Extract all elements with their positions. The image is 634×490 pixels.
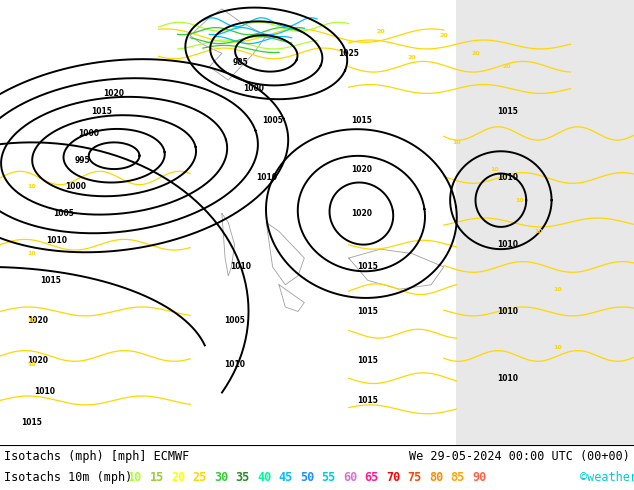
Text: 1010: 1010 — [496, 173, 518, 182]
Text: 70: 70 — [386, 471, 400, 485]
Text: 10: 10 — [490, 167, 499, 172]
Text: 35: 35 — [235, 471, 250, 485]
Text: 65: 65 — [365, 471, 378, 485]
Text: 1010: 1010 — [224, 360, 245, 369]
Text: 1020: 1020 — [103, 89, 125, 98]
Text: 20: 20 — [408, 55, 417, 60]
Text: 1000: 1000 — [65, 182, 87, 192]
Text: 50: 50 — [300, 471, 314, 485]
Text: 1020: 1020 — [27, 316, 49, 325]
Text: 1010: 1010 — [496, 240, 518, 249]
Text: 10: 10 — [27, 184, 36, 189]
Text: 10: 10 — [553, 287, 562, 292]
Text: 10: 10 — [515, 197, 524, 203]
Bar — [456, 0, 634, 445]
Text: 1010: 1010 — [34, 387, 55, 396]
Text: 1010: 1010 — [496, 374, 518, 383]
Text: 1015: 1015 — [358, 263, 378, 271]
Text: 1020: 1020 — [27, 356, 49, 365]
Text: 985: 985 — [233, 58, 249, 67]
Text: 1015: 1015 — [351, 116, 372, 124]
Text: 30: 30 — [214, 471, 228, 485]
Text: 10: 10 — [27, 362, 36, 368]
Text: 60: 60 — [343, 471, 357, 485]
Text: 10: 10 — [27, 251, 36, 256]
Text: 1020: 1020 — [351, 165, 372, 173]
Text: 1010: 1010 — [230, 263, 252, 271]
Text: 1005: 1005 — [262, 116, 283, 124]
Text: 1015: 1015 — [358, 356, 378, 365]
Text: 40: 40 — [257, 471, 271, 485]
Text: We 29-05-2024 00:00 UTC (00+00): We 29-05-2024 00:00 UTC (00+00) — [409, 450, 630, 464]
Text: 85: 85 — [451, 471, 465, 485]
Text: 1010: 1010 — [256, 173, 277, 182]
Text: 25: 25 — [193, 471, 207, 485]
Text: 75: 75 — [408, 471, 422, 485]
Text: 20: 20 — [376, 28, 385, 34]
Text: 90: 90 — [472, 471, 486, 485]
Text: 10: 10 — [128, 471, 142, 485]
Text: 995: 995 — [75, 156, 90, 165]
Text: 1015: 1015 — [91, 107, 112, 116]
Text: 1000: 1000 — [243, 84, 264, 94]
Text: 10: 10 — [534, 229, 543, 234]
Text: 1000: 1000 — [78, 129, 100, 138]
Text: 1025: 1025 — [339, 49, 359, 58]
Text: 45: 45 — [278, 471, 293, 485]
Text: 1005: 1005 — [53, 209, 74, 218]
Text: 1020: 1020 — [351, 209, 372, 218]
Text: 10: 10 — [452, 140, 461, 145]
Text: 1015: 1015 — [41, 276, 61, 285]
Text: Isotachs 10m (mph): Isotachs 10m (mph) — [4, 471, 133, 485]
Text: 10: 10 — [27, 318, 36, 323]
Text: 1015: 1015 — [497, 107, 517, 116]
Text: Isotachs (mph) [mph] ECMWF: Isotachs (mph) [mph] ECMWF — [4, 450, 190, 464]
Text: 20: 20 — [439, 33, 448, 38]
Text: 80: 80 — [429, 471, 443, 485]
Text: 1015: 1015 — [22, 418, 42, 427]
Text: 20: 20 — [503, 64, 512, 69]
Text: ©weatheronline.co.uk: ©weatheronline.co.uk — [580, 471, 634, 485]
Text: 55: 55 — [321, 471, 336, 485]
Text: 10: 10 — [553, 344, 562, 349]
Text: 1015: 1015 — [358, 307, 378, 316]
Text: 15: 15 — [150, 471, 164, 485]
Text: 20: 20 — [471, 51, 480, 56]
Text: 1010: 1010 — [46, 236, 68, 245]
Text: 1015: 1015 — [358, 396, 378, 405]
Text: 1005: 1005 — [224, 316, 245, 325]
Text: 20: 20 — [171, 471, 185, 485]
Text: 1010: 1010 — [496, 307, 518, 316]
